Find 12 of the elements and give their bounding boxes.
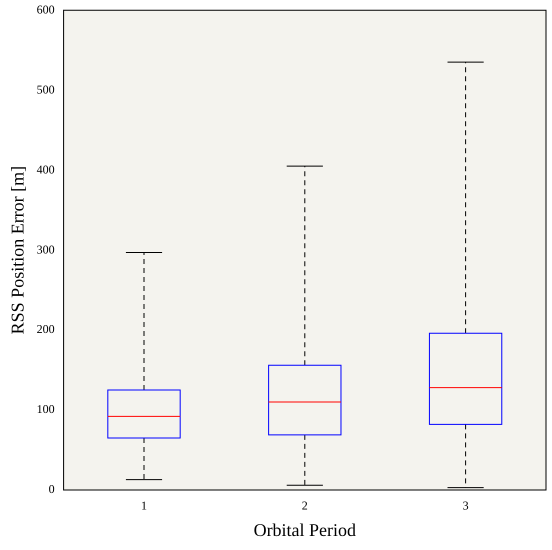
y-tick-label: 300 [36, 242, 55, 256]
x-tick-label: 2 [302, 498, 308, 512]
x-tick-label: 1 [141, 498, 147, 512]
y-tick-label: 600 [36, 2, 55, 16]
x-tick-label: 3 [462, 498, 469, 512]
y-tick-label: 200 [36, 322, 55, 336]
y-tick-label: 500 [36, 82, 55, 96]
x-axis-title: Orbital Period [254, 520, 356, 540]
y-tick-label: 400 [36, 162, 55, 176]
y-tick-label: 0 [48, 482, 55, 496]
y-axis-title: RSS Position Error [m] [8, 166, 28, 334]
y-tick-label: 100 [36, 402, 55, 416]
